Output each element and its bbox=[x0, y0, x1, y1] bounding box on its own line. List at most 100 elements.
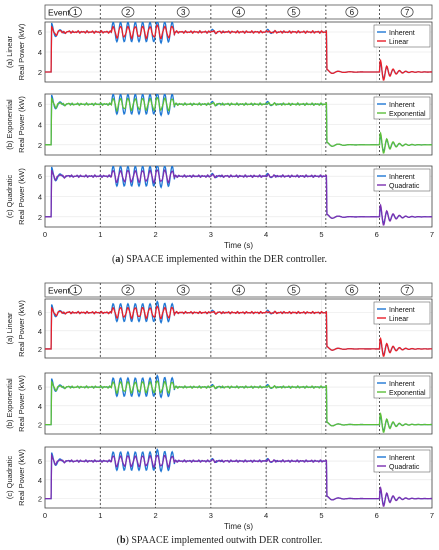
legend-entry: Inherent bbox=[389, 455, 415, 462]
legend: Inherent Quadratic bbox=[373, 449, 431, 473]
event-marker-3 bbox=[176, 284, 190, 296]
x-axis-label: Time (s) bbox=[224, 522, 253, 531]
caption-b: (b) SPAACE implemented outwith DER contr… bbox=[116, 535, 323, 546]
event-number-3: 3 bbox=[181, 8, 186, 17]
event-number-2: 2 bbox=[126, 8, 131, 17]
legend-box bbox=[373, 375, 431, 399]
y-tick-label: 4 bbox=[38, 121, 42, 130]
x-axis-label: Time (s) bbox=[224, 241, 253, 250]
caption-a-text: SPAACE implemented within the DER contro… bbox=[126, 254, 327, 265]
legend-entry: Quadratic bbox=[389, 183, 420, 190]
series-line-exponential bbox=[45, 380, 433, 433]
y-tick-label: 6 bbox=[38, 309, 42, 318]
caption-a-tag: a bbox=[115, 254, 121, 265]
legend: Inherent Exponential bbox=[373, 375, 431, 399]
legend: Inherent Linear bbox=[373, 24, 431, 48]
y-tick-label: 6 bbox=[38, 172, 42, 181]
plot-frame bbox=[44, 372, 433, 435]
y-axis-label: Real Power (kW) bbox=[17, 300, 26, 357]
row-label: (c) Quadratic bbox=[5, 456, 14, 500]
event-number-2: 2 bbox=[126, 286, 131, 295]
event-number-5: 5 bbox=[292, 286, 297, 295]
series-line-linear bbox=[45, 305, 433, 357]
subplot-b-0: 2 4 6 Inherent Linear (a) Linear Real Power (k… bbox=[5, 298, 433, 359]
y-tick-label: 6 bbox=[38, 457, 42, 466]
legend-entry: Linear bbox=[389, 39, 409, 46]
y-tick-label: 4 bbox=[38, 193, 42, 202]
caption-b-tag: b bbox=[119, 535, 126, 546]
legend-entry: Linear bbox=[389, 316, 409, 323]
event-marker-4 bbox=[232, 6, 245, 18]
x-tick-label: 5 bbox=[319, 511, 323, 520]
event-marker-1 bbox=[69, 284, 82, 296]
legend: Inherent Exponential bbox=[373, 96, 431, 120]
x-tick-label: 7 bbox=[430, 511, 434, 520]
event-marker-6 bbox=[345, 6, 359, 18]
legend: Inherent Linear bbox=[373, 301, 431, 325]
event-number-7: 7 bbox=[405, 8, 410, 17]
y-axis-label: Real Power (kW) bbox=[17, 23, 26, 80]
event-marker-2 bbox=[121, 284, 135, 296]
series-line-quadratic bbox=[45, 169, 433, 226]
row-label: (a) Linear bbox=[5, 35, 14, 68]
y-axis-label: Real Power (kW) bbox=[17, 96, 26, 153]
legend-box bbox=[373, 301, 431, 325]
y-axis-label: Real Power (kW) bbox=[17, 449, 26, 506]
y-tick-label: 2 bbox=[38, 68, 42, 77]
subplot-a-1: 2 4 6 Inherent Exponential (b) Exponential Rea… bbox=[5, 93, 433, 156]
legend-box bbox=[373, 96, 431, 120]
x-tick-label: 0 bbox=[43, 230, 47, 239]
legend-box bbox=[373, 168, 431, 192]
legend-box bbox=[373, 24, 431, 48]
row-label: (a) Linear bbox=[5, 312, 14, 345]
event-marker-1 bbox=[69, 6, 82, 18]
legend-entry: Inherent bbox=[389, 102, 415, 109]
event-marker-3 bbox=[176, 6, 190, 18]
caption-b-text: SPAACE implemented outwith DER controlle… bbox=[131, 535, 323, 546]
x-tick-label: 5 bbox=[319, 230, 323, 239]
event-number-3: 3 bbox=[181, 286, 186, 295]
x-tick-label: 1 bbox=[98, 230, 102, 239]
y-tick-label: 2 bbox=[38, 421, 42, 430]
y-tick-label: 2 bbox=[38, 345, 42, 354]
event-number-4: 4 bbox=[236, 8, 241, 17]
legend-entry: Inherent bbox=[389, 381, 415, 388]
y-tick-label: 4 bbox=[38, 476, 42, 485]
event-number-4: 4 bbox=[236, 286, 241, 295]
subplot-a-2: 2 4 6 Inherent Quadratic (c) Quadratic Real Po… bbox=[5, 165, 433, 228]
y-tick-label: 4 bbox=[38, 327, 42, 336]
events-label: Events bbox=[48, 286, 74, 296]
caption-a: (a) SPAACE implemented within the DER co… bbox=[112, 254, 327, 265]
plot-frame bbox=[44, 165, 433, 228]
event-number-1: 1 bbox=[73, 286, 78, 295]
y-tick-label: 2 bbox=[38, 495, 42, 504]
event-marker-5 bbox=[287, 284, 301, 296]
subplot-b-1: 2 4 6 Inherent Exponential (b) Exponential Rea… bbox=[5, 372, 433, 435]
legend-entry: Inherent bbox=[389, 30, 415, 37]
x-tick-label: 4 bbox=[264, 511, 268, 520]
subplot-a-0: 2 4 6 Inherent Linear (a) Linear Real Power (k… bbox=[5, 21, 433, 83]
event-marker-2 bbox=[121, 6, 135, 18]
x-tick-label: 3 bbox=[209, 511, 213, 520]
row-label: (b) Exponential bbox=[5, 99, 14, 150]
legend: Inherent Quadratic bbox=[373, 168, 431, 192]
x-tick-label: 6 bbox=[375, 511, 379, 520]
legend-entry: Exponential bbox=[389, 390, 426, 397]
plot-frame bbox=[44, 298, 433, 359]
subplot-b-2: 2 4 6 Inherent Quadratic (c) Quadratic Real Po… bbox=[5, 446, 433, 509]
y-axis-label: Real Power (kW) bbox=[17, 375, 26, 432]
y-tick-label: 6 bbox=[38, 28, 42, 37]
series-line-quadratic bbox=[45, 453, 433, 507]
legend-box bbox=[373, 449, 431, 473]
x-tick-label: 0 bbox=[43, 511, 47, 520]
series-line-linear bbox=[45, 24, 433, 81]
events-label: Events bbox=[48, 8, 74, 18]
plot-frame bbox=[44, 21, 433, 83]
event-marker-4 bbox=[232, 284, 245, 296]
legend-entry: Inherent bbox=[389, 174, 415, 181]
x-tick-label: 2 bbox=[153, 230, 157, 239]
event-number-1: 1 bbox=[73, 8, 78, 17]
event-number-6: 6 bbox=[350, 286, 355, 295]
